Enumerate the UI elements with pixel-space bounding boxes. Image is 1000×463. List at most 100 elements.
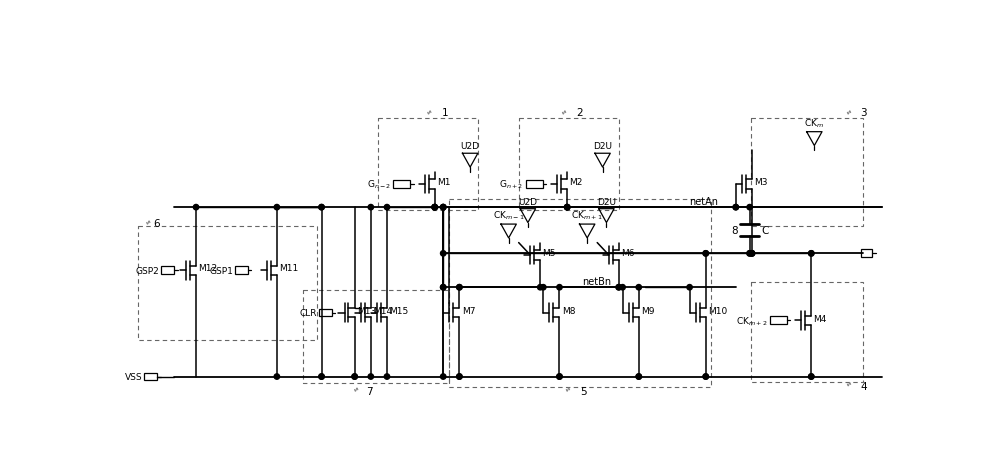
Text: CK$_m$: CK$_m$ — [804, 117, 824, 129]
Circle shape — [441, 205, 446, 210]
Text: CLR: CLR — [299, 308, 317, 318]
Text: 2: 2 — [576, 107, 583, 118]
Circle shape — [193, 205, 199, 210]
Circle shape — [432, 205, 437, 210]
Circle shape — [352, 374, 357, 379]
Circle shape — [368, 374, 374, 379]
Bar — [861, 250, 872, 257]
Text: 3: 3 — [861, 107, 867, 118]
Bar — [449, 200, 711, 387]
Bar — [519, 119, 619, 211]
Circle shape — [564, 205, 570, 210]
Circle shape — [564, 205, 570, 210]
Text: M5: M5 — [543, 249, 556, 257]
Text: M8: M8 — [562, 306, 575, 315]
Bar — [526, 181, 543, 188]
Circle shape — [564, 205, 570, 210]
Circle shape — [557, 374, 562, 379]
Text: 1: 1 — [442, 107, 448, 118]
Text: D2U: D2U — [597, 197, 616, 206]
Circle shape — [749, 251, 755, 257]
Text: D2U: D2U — [593, 142, 612, 151]
Circle shape — [352, 374, 357, 379]
Text: CK$_{m+2}$: CK$_{m+2}$ — [736, 314, 767, 327]
Text: M1: M1 — [437, 178, 451, 187]
Circle shape — [703, 374, 708, 379]
Circle shape — [441, 205, 446, 210]
Text: M7: M7 — [462, 306, 475, 315]
Circle shape — [457, 374, 462, 379]
Text: CK$_{m-1}$: CK$_{m-1}$ — [493, 209, 524, 221]
Text: 6: 6 — [154, 218, 160, 228]
Text: GSP1: GSP1 — [209, 266, 233, 275]
Circle shape — [747, 205, 752, 210]
Text: M10: M10 — [708, 306, 727, 315]
Circle shape — [749, 251, 755, 257]
Circle shape — [747, 251, 752, 257]
Text: M14: M14 — [373, 306, 392, 315]
Text: M6: M6 — [621, 249, 635, 257]
Circle shape — [538, 285, 543, 290]
Circle shape — [733, 205, 738, 210]
Text: U2D: U2D — [461, 142, 480, 151]
Circle shape — [616, 285, 621, 290]
Bar — [319, 309, 332, 317]
Text: 8: 8 — [731, 226, 738, 236]
Text: VSS: VSS — [125, 372, 142, 381]
Circle shape — [636, 374, 641, 379]
Circle shape — [441, 205, 446, 210]
Circle shape — [557, 374, 562, 379]
Circle shape — [274, 205, 280, 210]
Circle shape — [368, 205, 374, 210]
Circle shape — [441, 374, 446, 379]
Circle shape — [319, 205, 324, 210]
Circle shape — [636, 285, 641, 290]
Circle shape — [703, 374, 708, 379]
Circle shape — [384, 205, 390, 210]
Circle shape — [457, 374, 462, 379]
Bar — [138, 226, 317, 340]
Bar — [751, 119, 863, 226]
Circle shape — [441, 285, 446, 290]
Circle shape — [541, 285, 546, 290]
Circle shape — [809, 374, 814, 379]
Text: M11: M11 — [279, 264, 298, 273]
Circle shape — [687, 285, 692, 290]
Bar — [378, 119, 478, 211]
Circle shape — [809, 251, 814, 257]
Text: M4: M4 — [814, 314, 827, 323]
Text: M15: M15 — [389, 306, 409, 315]
Text: M2: M2 — [569, 178, 583, 187]
Circle shape — [441, 285, 446, 290]
Text: C: C — [761, 226, 769, 236]
Circle shape — [384, 374, 390, 379]
Text: G$_{n-2}$: G$_{n-2}$ — [367, 178, 391, 191]
Circle shape — [274, 374, 280, 379]
Circle shape — [749, 251, 755, 257]
Bar — [161, 267, 174, 275]
Circle shape — [703, 251, 708, 257]
Text: G$_{n+2}$: G$_{n+2}$ — [499, 178, 523, 191]
Circle shape — [557, 285, 562, 290]
Text: U2D: U2D — [518, 197, 537, 206]
Circle shape — [319, 205, 324, 210]
Text: 4: 4 — [861, 381, 867, 391]
Text: M9: M9 — [641, 306, 655, 315]
Bar — [235, 267, 248, 275]
Circle shape — [616, 285, 621, 290]
Text: M13: M13 — [357, 306, 376, 315]
Circle shape — [747, 251, 752, 257]
Bar — [770, 317, 787, 325]
Text: M3: M3 — [754, 178, 768, 187]
Bar — [303, 290, 449, 384]
Circle shape — [809, 374, 814, 379]
Text: M12: M12 — [198, 264, 217, 273]
Bar — [393, 181, 410, 188]
Text: GSP2: GSP2 — [135, 266, 159, 275]
Circle shape — [432, 205, 437, 210]
Text: CK$_{m+1}$: CK$_{m+1}$ — [571, 209, 603, 221]
Circle shape — [319, 374, 324, 379]
Circle shape — [703, 251, 708, 257]
Circle shape — [809, 251, 814, 257]
Circle shape — [457, 285, 462, 290]
